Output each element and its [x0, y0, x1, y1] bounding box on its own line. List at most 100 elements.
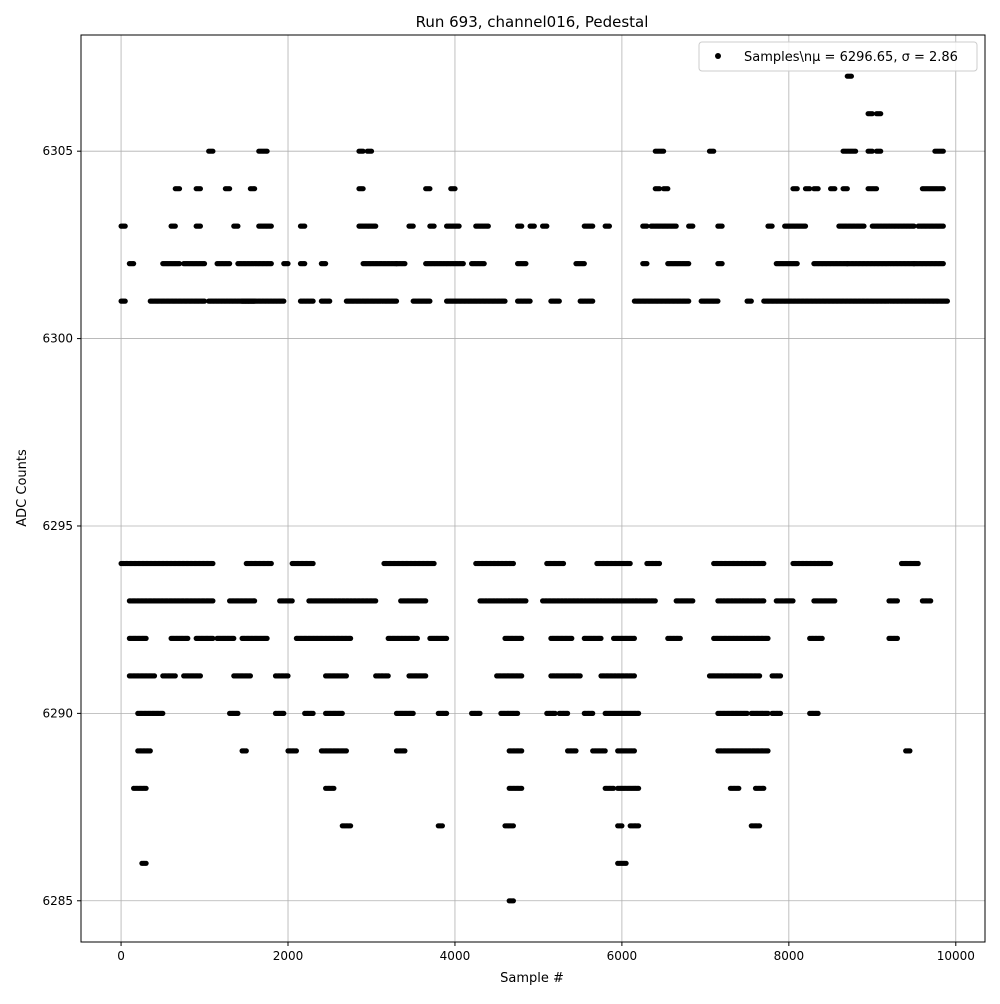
data-point: [410, 710, 416, 717]
data-point: [748, 298, 754, 304]
x-axis-label: Sample #: [500, 971, 564, 986]
x-axis-ticks: 0 2000 4000 6000 8000 10000: [117, 942, 975, 963]
data-point: [686, 261, 692, 267]
data-point: [373, 223, 379, 229]
data-point: [385, 673, 391, 679]
data-point: [510, 560, 516, 567]
data-point: [444, 635, 450, 642]
data-point: [644, 223, 650, 229]
data-point: [264, 148, 270, 154]
data-point: [802, 223, 809, 229]
data-point: [815, 186, 821, 192]
data-point: [431, 223, 437, 229]
data-point: [761, 785, 767, 791]
data-point: [736, 785, 742, 791]
data-point: [556, 298, 562, 304]
data-point: [719, 261, 725, 267]
data-point: [765, 710, 771, 717]
data-point: [560, 560, 567, 567]
data-point: [848, 73, 855, 79]
data-point: [285, 261, 291, 267]
data-point: [577, 673, 583, 679]
data-point: [201, 298, 208, 304]
data-point: [373, 598, 379, 604]
data-point: [761, 598, 767, 604]
data-point: [673, 223, 679, 229]
data-point: [252, 186, 258, 192]
data-point: [940, 223, 946, 229]
data-point: [281, 298, 287, 304]
data-point: [227, 261, 233, 267]
data-point: [431, 560, 437, 567]
data-point: [665, 186, 671, 192]
data-point: [711, 148, 717, 154]
data-point: [873, 186, 880, 192]
data-point: [331, 785, 337, 791]
data-point: [402, 261, 408, 267]
data-point: [631, 635, 638, 642]
data-point: [210, 560, 216, 567]
data-point: [590, 710, 596, 717]
data-point: [147, 748, 153, 754]
data-point: [268, 261, 274, 267]
y-tick-label: 6285: [42, 894, 73, 908]
data-point: [523, 261, 529, 267]
data-point: [197, 673, 203, 679]
data-point: [652, 598, 658, 604]
data-point: [176, 261, 183, 267]
chart-title: Run 693, channel016, Pedestal: [416, 13, 649, 31]
data-point: [690, 598, 696, 604]
legend-label: Samples\nμ = 6296.65, σ = 2.86: [744, 50, 958, 65]
data-point: [456, 223, 462, 229]
data-point: [510, 898, 516, 904]
data-point: [143, 860, 149, 866]
data-point: [819, 635, 825, 642]
data-point: [531, 223, 537, 229]
data-point: [832, 186, 838, 192]
data-point: [410, 223, 416, 229]
data-point: [310, 560, 316, 567]
data-point: [894, 598, 901, 604]
data-point: [944, 298, 951, 304]
data-point: [243, 748, 249, 754]
data-point: [310, 298, 316, 304]
data-point: [348, 635, 354, 642]
data-point: [302, 261, 308, 267]
data-point: [565, 710, 571, 717]
data-point: [761, 560, 767, 567]
data-point: [485, 223, 491, 229]
data-point: [598, 635, 604, 642]
data-point: [744, 710, 750, 717]
data-point: [172, 673, 178, 679]
data-point: [423, 673, 429, 679]
data-point: [631, 673, 638, 679]
data-point: [606, 223, 613, 229]
data-point: [122, 298, 128, 304]
data-point: [519, 785, 525, 791]
data-point: [439, 823, 445, 829]
data-point: [310, 710, 316, 717]
y-axis-label: ADC Counts: [15, 449, 30, 527]
data-point: [444, 710, 450, 717]
legend: Samples\nμ = 6296.65, σ = 2.86: [698, 41, 978, 72]
data-point: [122, 223, 128, 229]
data-point: [878, 148, 884, 154]
data-point: [360, 148, 366, 154]
y-tick-label: 6305: [42, 144, 73, 158]
data-point: [368, 148, 375, 154]
data-point: [452, 186, 458, 192]
data-points: [118, 73, 951, 904]
data-point: [907, 748, 913, 754]
y-tick-label: 6290: [42, 706, 73, 720]
data-point: [636, 710, 642, 717]
data-point: [227, 186, 233, 192]
data-point: [765, 635, 771, 642]
data-point: [360, 186, 366, 192]
data-point: [176, 186, 183, 192]
data-point: [427, 186, 433, 192]
data-point: [940, 186, 946, 192]
data-point: [794, 261, 800, 267]
data-point: [393, 298, 400, 304]
